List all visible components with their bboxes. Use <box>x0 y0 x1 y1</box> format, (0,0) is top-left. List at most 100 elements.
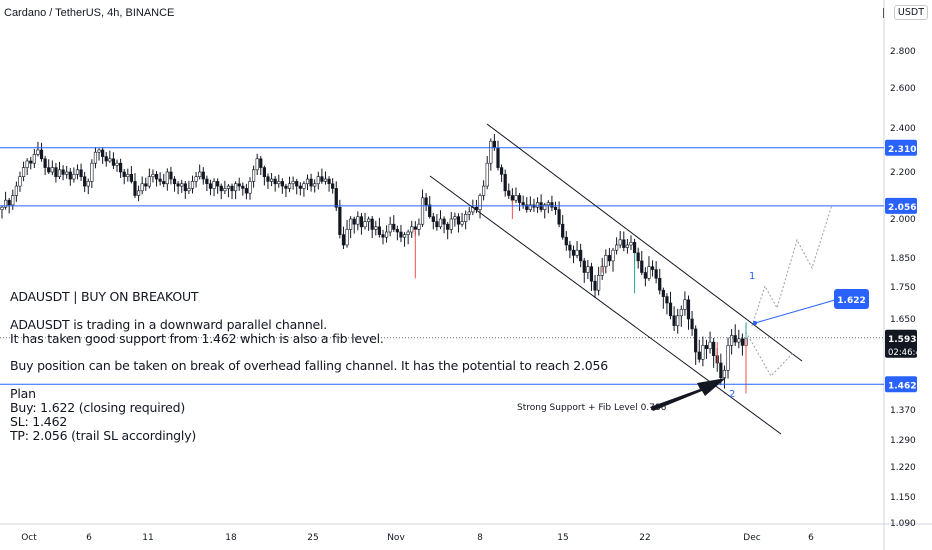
candle-body <box>298 185 302 189</box>
target-badge-text: 1.622 <box>837 296 865 306</box>
y-tick-label: 1.220 <box>890 463 916 473</box>
candle-body <box>72 174 76 180</box>
x-tick-label: 22 <box>639 533 650 543</box>
plan-buy: Buy: 1.622 (closing required) <box>10 400 186 415</box>
candle-body <box>654 269 658 279</box>
candle-body <box>442 218 446 225</box>
candle-body <box>291 181 295 185</box>
candle-body <box>25 160 29 168</box>
candle-body <box>43 158 47 168</box>
candle-body <box>50 167 54 173</box>
candle-body <box>564 236 568 246</box>
candle-body <box>79 169 83 178</box>
candle-body <box>406 231 410 235</box>
candle-body <box>259 158 263 168</box>
price-tags: 2.310 2.056 1.462 1.593 02:46:43 <box>885 139 926 393</box>
candle-body <box>647 266 651 279</box>
candle-body <box>284 185 288 189</box>
candle-body <box>255 158 259 171</box>
falling-channel[interactable] <box>429 123 803 435</box>
candle-body <box>514 195 518 201</box>
candle-body <box>708 341 712 350</box>
candle-body <box>119 162 123 173</box>
candle-body <box>39 149 44 160</box>
projection-path <box>745 204 833 377</box>
candle-body <box>449 218 453 230</box>
candle-body <box>446 223 450 230</box>
candle-body <box>18 176 22 187</box>
target-badge-box[interactable] <box>834 289 869 309</box>
candle-body <box>546 202 550 206</box>
candle-body <box>629 242 633 246</box>
candle-body <box>668 302 673 317</box>
candle-body <box>151 174 155 178</box>
candle-body <box>690 318 694 330</box>
scale-handle-icon[interactable] <box>883 8 888 18</box>
candle-body <box>273 178 277 185</box>
support-note: Strong Support + Fib Level 0.786 <box>517 403 667 413</box>
candle-body <box>625 244 629 248</box>
candle-body <box>489 140 493 164</box>
candle-body <box>492 140 497 149</box>
x-tick-label: 6 <box>86 533 92 543</box>
candle-body <box>712 341 716 356</box>
candle-body <box>611 249 615 262</box>
candle-body <box>219 185 223 192</box>
candle-body <box>525 204 529 210</box>
candle-body <box>97 149 101 153</box>
candle-body <box>61 169 65 175</box>
candle-body <box>323 178 328 182</box>
target-anchor-dot <box>753 321 757 325</box>
candle-body <box>521 202 525 206</box>
candle-body <box>417 223 421 230</box>
candle-body <box>320 176 324 182</box>
candle-body <box>374 226 378 230</box>
y-tick-label: 1.650 <box>890 315 916 325</box>
candle-body <box>144 183 148 187</box>
candle-body <box>280 181 284 187</box>
candle-body <box>108 158 112 162</box>
candle-body <box>460 221 464 225</box>
candle-body <box>316 176 320 185</box>
candle-body <box>737 338 741 343</box>
candle-body <box>309 178 313 187</box>
x-axis-ticks: Oct 6 11 18 25 Nov 8 15 22 Dec 6 <box>21 533 814 543</box>
y-tick-label: 1.850 <box>890 254 916 264</box>
candle-body <box>305 178 310 185</box>
candle-body <box>11 195 15 206</box>
plan-tp: TP: 2.056 (trail SL accordingly) <box>10 428 197 443</box>
candle-body <box>431 216 435 222</box>
candle-body <box>180 183 184 187</box>
candle-body <box>553 206 558 210</box>
candle-body <box>557 209 561 225</box>
candle-body <box>295 181 299 187</box>
candle-body <box>201 171 205 180</box>
idea-line-2: It has taken good support from 1.462 whi… <box>10 331 384 346</box>
wave-label-1: 1 <box>749 271 756 282</box>
candle-body <box>482 185 486 196</box>
candle-body <box>136 190 141 196</box>
candle-body <box>579 249 583 262</box>
current-price-tag-box <box>885 329 917 358</box>
currency-selector[interactable]: USDT <box>893 5 928 20</box>
candle-body <box>676 315 680 326</box>
candle-body <box>632 242 637 254</box>
candle-body <box>604 255 608 267</box>
candle-body <box>194 176 198 182</box>
candle-body <box>507 190 511 196</box>
candle-body <box>650 266 655 270</box>
candle-body <box>589 266 594 282</box>
resistance-tag-box <box>885 139 917 156</box>
candle-body <box>665 296 669 304</box>
candle-body <box>550 202 554 208</box>
candle-body <box>47 167 51 173</box>
projection-rally <box>751 204 833 327</box>
candle-body <box>234 183 238 192</box>
candle-body <box>176 183 180 187</box>
candle-body <box>672 315 676 326</box>
candle-body <box>478 195 482 210</box>
horizontal-levels[interactable] <box>0 147 884 385</box>
y-tick-label: 2.800 <box>890 47 916 57</box>
channel-upper-line <box>486 123 803 362</box>
